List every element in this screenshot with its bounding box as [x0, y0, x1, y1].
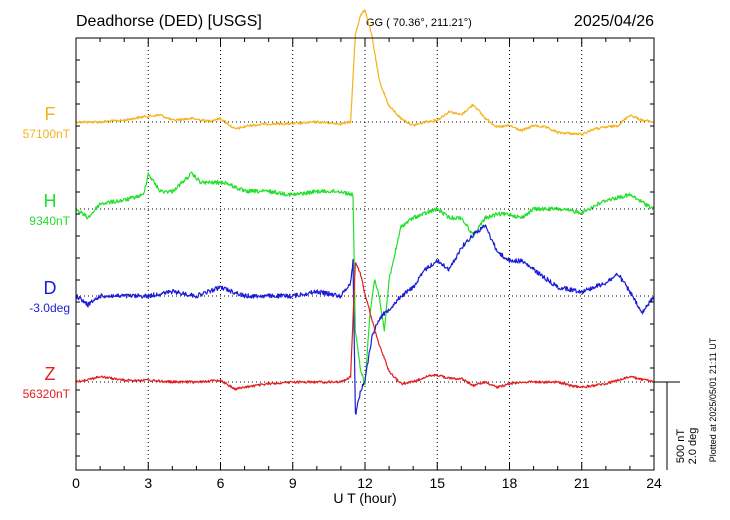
d-component-label: D	[44, 278, 57, 298]
x-tick-label-12: 12	[357, 475, 373, 491]
z-component-label: Z	[45, 364, 56, 384]
scale-bar: 500 nT 2.0 deg	[654, 381, 699, 470]
x-tick-label-0: 0	[72, 475, 80, 491]
label-layer: F 57100nT H 9340nT D -3.0deg Z 56320nT	[23, 104, 71, 401]
scale-label-nt: 500 nT	[675, 429, 687, 464]
h-component-label: H	[44, 191, 57, 211]
x-tick-label-21: 21	[574, 475, 590, 491]
station-coordinates: GG ( 70.36°, 211.21°)	[366, 17, 472, 29]
plotted-at-note: Plotted at 2025/05/01 21:11 UT	[708, 337, 718, 462]
d-trace	[75, 224, 655, 415]
x-tick-label-6: 6	[217, 475, 225, 491]
d-baseline-label: -3.0deg	[29, 301, 70, 315]
x-tick-label-24: 24	[646, 475, 662, 491]
series-layer	[75, 9, 655, 415]
x-tick-label-3: 3	[144, 475, 152, 491]
x-tick-label-18: 18	[502, 475, 518, 491]
h-baseline-label: 9340nT	[29, 214, 70, 228]
z-baseline-label: 56320nT	[23, 387, 71, 401]
f-component-label: F	[45, 104, 56, 124]
x-tick-label-9: 9	[289, 475, 297, 491]
f-trace	[75, 9, 655, 136]
h-trace	[75, 171, 655, 386]
plot-date: 2025/04/26	[574, 13, 654, 30]
x-tick-label-15: 15	[429, 475, 445, 491]
tick-layer: 0 3 6 9 12 15 18 21 24	[72, 38, 662, 491]
x-axis-label: U T (hour)	[333, 490, 396, 506]
f-baseline-label: 57100nT	[23, 127, 71, 141]
scale-label-deg: 2.0 deg	[687, 428, 699, 465]
grid-layer	[147, 38, 583, 470]
z-trace	[75, 262, 655, 391]
station-title: Deadhorse (DED) [USGS]	[76, 13, 262, 30]
